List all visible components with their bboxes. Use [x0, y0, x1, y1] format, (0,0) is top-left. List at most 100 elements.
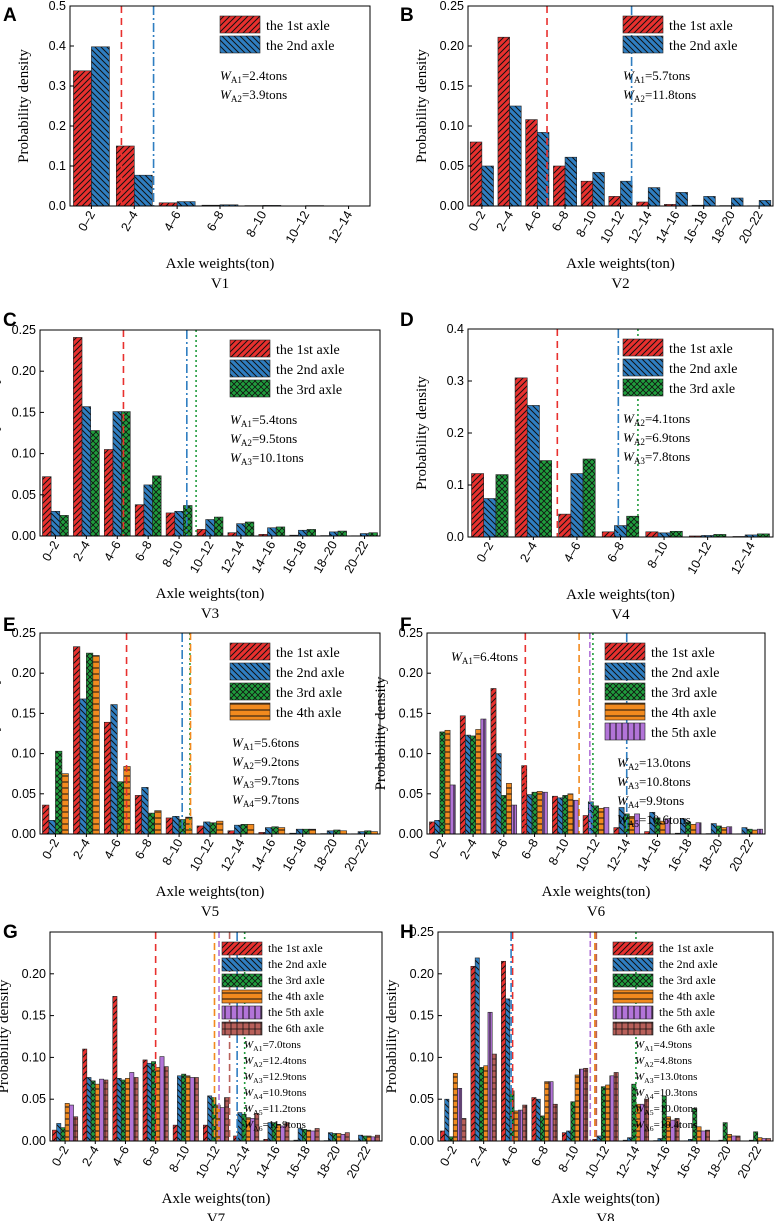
y-tick-label: 0.05 — [399, 787, 423, 801]
x-tick-label: 18–20 — [709, 208, 739, 245]
legend-label: the 6th axle — [268, 1021, 324, 1035]
x-tick-label: 6–8 — [132, 836, 155, 861]
weight-annotation: WA1=5.7tons — [623, 68, 690, 85]
y-tick-label: 0.15 — [22, 1009, 46, 1023]
bar-axle1-4–6 — [112, 996, 118, 1142]
bar-axle3-14–16 — [275, 526, 286, 537]
y-tick-label: 0.20 — [12, 364, 36, 378]
bar-axle1-8–10 — [645, 531, 659, 538]
bar-axle2-8–10 — [174, 510, 184, 537]
bar-axle2-0–2 — [444, 1098, 450, 1142]
bar-axle2-2–4 — [526, 405, 540, 538]
legend-swatch-axle1 — [612, 941, 654, 956]
bar-axle2-10–12 — [203, 821, 211, 835]
bar-axle3-4–6 — [582, 458, 596, 538]
panel-caption: V5 — [201, 904, 219, 920]
bar-axle5-4–6 — [511, 804, 518, 835]
panel-letter: F — [400, 615, 412, 636]
bar-axle2-6–8 — [564, 156, 578, 207]
bar-axle2-12–14 — [627, 1137, 632, 1142]
y-tick-label: 0.10 — [22, 1050, 46, 1064]
bar-axle2-2–4 — [474, 957, 480, 1142]
bar-axle2-18–20 — [329, 531, 339, 537]
weight-annotation: WA1=2.4tons — [220, 68, 287, 85]
panel-letter: G — [3, 922, 18, 943]
bar-axle5-18–20 — [731, 1135, 737, 1142]
bar-axle1-12–14 — [613, 827, 620, 835]
weight-annotation: WA2=3.9tons — [220, 87, 287, 104]
y-tick-label: 0.00 — [12, 529, 36, 543]
y-axis-title: Probability density — [16, 49, 32, 163]
bar-axle2-4–6 — [495, 753, 502, 835]
bar-axle2-6–8 — [526, 794, 533, 835]
bar-axle4-16–18 — [308, 828, 317, 835]
bar-axle2-8–10 — [657, 532, 671, 538]
bar-axle2-2–4 — [79, 698, 87, 835]
bar-axle6-8–10 — [193, 1077, 199, 1142]
bar-axle2-20–22 — [758, 200, 772, 207]
bar-axle6-16–18 — [705, 1129, 710, 1142]
bar-axle3-2–4 — [90, 430, 100, 537]
bar-axle5-10–12 — [603, 807, 610, 835]
bar-axle1-8–10 — [561, 1132, 567, 1142]
x-tick-label: 6–8 — [529, 1143, 552, 1168]
weight-annotation: WA2=6.9tons — [623, 430, 690, 447]
y-tick-label: 0.10 — [440, 119, 464, 133]
x-tick-label: 6–8 — [140, 1143, 163, 1168]
bar-axle5-20–22 — [757, 828, 763, 835]
legend-label: the 1st axle — [276, 646, 340, 661]
y-tick-label: 0.20 — [440, 39, 464, 53]
bar-axle2-2–4 — [81, 406, 91, 537]
bar-axle3-2–4 — [479, 1067, 484, 1142]
bar-axle6-2–4 — [491, 1053, 497, 1142]
bar-axle3-0–2 — [59, 515, 69, 537]
bar-axle3-18–20 — [722, 1122, 728, 1142]
bar-axle4-12–14 — [247, 824, 255, 835]
legend-swatch-axle3 — [604, 682, 646, 701]
bar-axle4-14–16 — [278, 827, 286, 835]
bar-axle5-6–8 — [548, 1081, 554, 1142]
legend-swatch-axle2 — [221, 957, 263, 972]
x-tick-label: 4–6 — [109, 1143, 132, 1168]
y-tick-label: 0.05 — [12, 787, 36, 801]
legend-label: the 5th axle — [659, 1005, 715, 1019]
legend-label: the 5th axle — [268, 1005, 324, 1019]
weight-annotation: WA2=4.1tons — [623, 411, 690, 428]
bar-axle3-8–10 — [669, 530, 683, 538]
legend-swatch-axle1 — [604, 642, 646, 661]
legend-swatch-axle1 — [622, 338, 664, 357]
legend-label: the 2nd axle — [651, 666, 719, 681]
bar-axle3-14–16 — [271, 826, 279, 835]
bar-axle3-0–2 — [55, 750, 63, 835]
bar-axle1-2–4 — [459, 715, 466, 835]
bar-axle6-8–10 — [583, 1067, 589, 1142]
bar-axle1-4–6 — [103, 449, 114, 537]
x-tick-label: 12–14 — [218, 538, 248, 575]
x-tick-label: 2–4 — [79, 1143, 102, 1168]
y-axis-title: Probability density — [0, 979, 12, 1093]
weight-annotation: WA2=13.0tons — [617, 755, 691, 772]
legend-swatch-axle6 — [612, 1021, 654, 1036]
legend-swatch-axle1 — [229, 642, 271, 661]
bar-axle2-4–6 — [112, 411, 122, 537]
bar-axle3-20–22 — [753, 1131, 759, 1142]
bar-axle3-6–8 — [531, 791, 538, 835]
x-tick-label: 18–20 — [696, 836, 726, 873]
panel-letter: B — [400, 5, 414, 26]
legend-label: the 3rd axle — [276, 686, 342, 701]
y-tick-label: 0.2 — [49, 119, 66, 133]
bar-axle2-10–12 — [205, 519, 215, 537]
x-tick-label: 4–6 — [521, 208, 544, 233]
bar-axle2-12–14 — [647, 187, 661, 207]
x-tick-label: 0–2 — [466, 208, 489, 233]
bar-axle5-6–8 — [159, 1056, 165, 1142]
x-tick-label: 18–20 — [311, 836, 341, 873]
bar-axle3-4–6 — [120, 1079, 126, 1142]
bar-axle4-0–2 — [444, 729, 451, 835]
legend-swatch-axle4 — [221, 989, 263, 1004]
bar-axle3-8–10 — [181, 1073, 187, 1142]
x-tick-label: 12–14 — [728, 539, 758, 576]
bar-axle3-2–4 — [539, 460, 552, 538]
bar-axle3-18–20 — [716, 825, 722, 835]
x-tick-label: 12–14 — [223, 1143, 253, 1180]
